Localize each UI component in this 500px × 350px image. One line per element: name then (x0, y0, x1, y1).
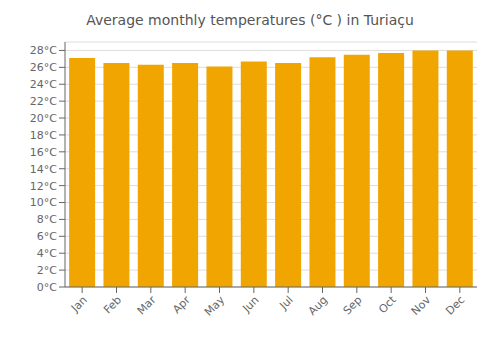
svg-text:10°C: 10°C (30, 196, 57, 209)
svg-text:Apr: Apr (170, 293, 193, 316)
svg-text:12°C: 12°C (30, 180, 57, 193)
svg-text:Sep: Sep (341, 293, 365, 317)
svg-text:Mar: Mar (135, 293, 159, 317)
svg-text:14°C: 14°C (30, 163, 57, 176)
html-text:Average monthly temperatures (: Average monthly temperatures (°C ) in Tu… (86, 12, 414, 28)
svg-text:Dec: Dec (443, 293, 467, 317)
svg-text:6°C: 6°C (37, 230, 57, 243)
svg-text:20°C: 20°C (30, 112, 57, 125)
svg-text:8°C: 8°C (37, 213, 57, 226)
svg-text:May: May (202, 293, 228, 319)
svg-text:18°C: 18°C (30, 129, 57, 142)
svg-text:Jun: Jun (239, 293, 261, 315)
svg-text:Jul: Jul (277, 293, 296, 312)
svg-text:Jan: Jan (68, 293, 90, 315)
svg-text:Aug: Aug (306, 293, 330, 317)
svg-text:Feb: Feb (101, 293, 124, 316)
svg-text:16°C: 16°C (30, 146, 57, 159)
svg-text:26°C: 26°C (30, 61, 57, 74)
svg-text:22°C: 22°C (30, 95, 57, 108)
svg-text:28°C: 28°C (30, 44, 57, 57)
svg-text:Oct: Oct (376, 293, 399, 316)
svg-text:2°C: 2°C (37, 264, 57, 277)
svg-text:Nov: Nov (409, 293, 434, 318)
svg-text:4°C: 4°C (37, 247, 57, 260)
svg-text:0°C: 0°C (37, 281, 57, 294)
svg-text:24°C: 24°C (30, 78, 57, 91)
